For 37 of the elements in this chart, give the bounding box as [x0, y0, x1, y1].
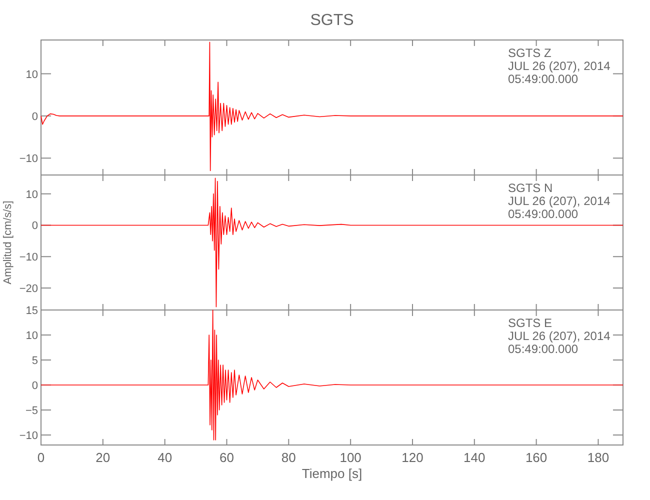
annotation: SGTS Z	[508, 46, 552, 60]
annotation: JUL 26 (207), 2014	[508, 329, 611, 343]
y-tick-label: 15	[26, 305, 38, 317]
x-tick-label: 60	[220, 450, 234, 465]
y-tick-label: −10	[19, 430, 38, 442]
line-series	[40, 178, 624, 308]
chart-title: SGTS	[310, 12, 354, 29]
x-tick-label: 100	[340, 450, 362, 465]
line-series	[40, 310, 624, 440]
y-tick-label: 0	[32, 380, 38, 392]
y-tick-label: −10	[19, 153, 38, 166]
x-axis-title: Tiempo [s]	[302, 466, 362, 481]
x-tick-label: 120	[402, 450, 424, 465]
y-tick-label: 0	[32, 220, 38, 232]
x-tick-label: 20	[96, 450, 110, 465]
annotation: 05:49:00.000	[508, 342, 578, 356]
y-tick-label: 10	[26, 68, 38, 81]
annotation: SGTS N	[508, 181, 553, 195]
x-tick-label: 80	[281, 450, 296, 465]
line-series	[40, 42, 624, 172]
x-tick-label: 160	[525, 450, 548, 465]
annotation: 05:49:00.000	[508, 207, 578, 221]
annotation: SGTS E	[508, 316, 552, 330]
annotation: JUL 26 (207), 2014	[508, 194, 611, 208]
y-tick-label: 0	[32, 110, 38, 123]
y-tick-label: 10	[26, 188, 38, 201]
y-tick-label: −20	[19, 283, 38, 296]
y-tick-label: 5	[32, 355, 38, 367]
annotation: 05:49:00.000	[508, 72, 578, 86]
x-tick-label: 180	[587, 450, 610, 465]
x-tick-label: 40	[158, 450, 172, 465]
y-tick-label: 10	[26, 330, 38, 342]
y-tick-label: −10	[19, 252, 38, 264]
y-axis-title: Amplitud [cm/s/s]	[2, 200, 14, 284]
x-tick-label: 140	[464, 450, 486, 465]
annotation: JUL 26 (207), 2014	[508, 59, 611, 73]
y-tick-label: −5	[25, 405, 38, 417]
